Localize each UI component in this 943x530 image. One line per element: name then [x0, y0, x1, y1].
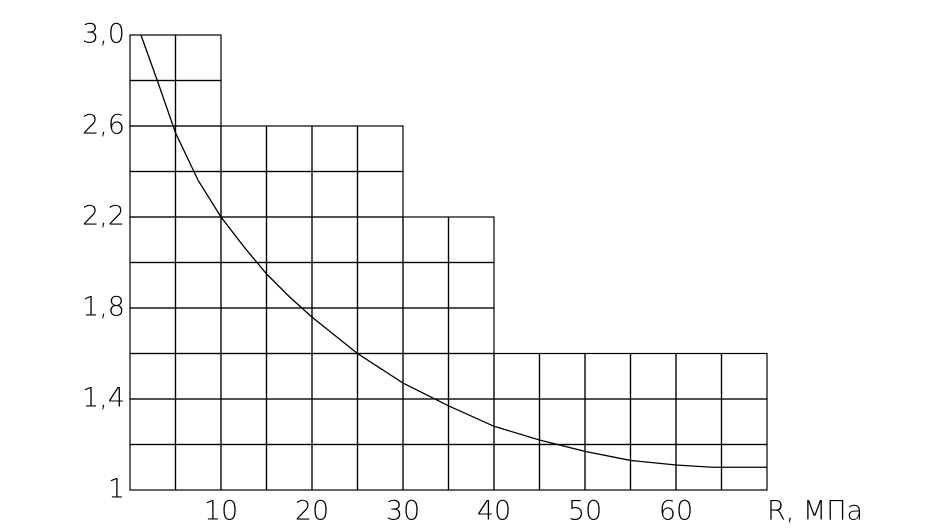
x-tick-label: 60 — [659, 496, 693, 527]
grid-cell — [447, 398, 495, 446]
grid-cell — [174, 352, 222, 400]
y-tick-label: 2,6 — [82, 110, 125, 141]
grid-cell — [720, 352, 768, 400]
grid-cell — [538, 443, 586, 491]
grid-cell — [356, 170, 404, 218]
grid-cell — [675, 398, 723, 446]
grid-cell — [402, 307, 450, 355]
grid-cell — [220, 216, 268, 264]
grid-cell — [447, 216, 495, 264]
grid-cell — [311, 307, 359, 355]
grid-cell — [584, 398, 632, 446]
grid-cell — [311, 125, 359, 173]
grid-cell — [447, 307, 495, 355]
grid-cell — [447, 443, 495, 491]
grid-cell — [174, 398, 222, 446]
grid-cell — [174, 216, 222, 264]
grid-cell — [311, 443, 359, 491]
grid-cell — [220, 443, 268, 491]
y-tick-label: 1,8 — [82, 292, 125, 323]
y-tick-label: 1 — [108, 474, 125, 505]
grid-cell — [402, 216, 450, 264]
grid-cell — [174, 170, 222, 218]
grid-cell — [356, 352, 404, 400]
grid-cell — [174, 34, 222, 82]
grid-cell — [356, 125, 404, 173]
grid-cell — [629, 352, 677, 400]
grid-cell — [493, 352, 541, 400]
grid-cell — [265, 398, 313, 446]
grid-cell — [356, 398, 404, 446]
grid-cell — [220, 170, 268, 218]
grid-cell — [356, 443, 404, 491]
grid-cell — [265, 125, 313, 173]
grid-cell — [447, 352, 495, 400]
x-tick-label: 10 — [204, 496, 238, 527]
curve — [140, 34, 767, 468]
grid-cell — [538, 398, 586, 446]
grid-cell — [220, 261, 268, 309]
grid-cell — [402, 398, 450, 446]
grid-cell — [538, 352, 586, 400]
grid-cell — [220, 307, 268, 355]
grid-cell — [129, 352, 177, 400]
grid-cell — [129, 307, 177, 355]
grid-cell — [265, 352, 313, 400]
grid-cell — [311, 216, 359, 264]
grid-cell — [447, 261, 495, 309]
grid-cell — [629, 443, 677, 491]
y-tick-label: 1,4 — [82, 383, 125, 414]
grid-cell — [311, 170, 359, 218]
x-tick-label: 30 — [386, 496, 420, 527]
x-tick-label: 50 — [568, 496, 602, 527]
grid-cell — [402, 443, 450, 491]
grid-cell — [356, 261, 404, 309]
grid-cell — [629, 398, 677, 446]
grid-cell — [129, 170, 177, 218]
grid-cell — [129, 443, 177, 491]
grid-cell — [402, 352, 450, 400]
grid-cell — [356, 216, 404, 264]
grid-cell — [174, 261, 222, 309]
grid-cell — [129, 398, 177, 446]
grid-cell — [584, 443, 632, 491]
grid-cell — [675, 352, 723, 400]
grid-cell — [265, 216, 313, 264]
x-tick-label: 20 — [295, 496, 329, 527]
grid-cell — [129, 34, 177, 82]
grid-cell — [174, 125, 222, 173]
grid-cell — [220, 125, 268, 173]
grid-cell — [129, 216, 177, 264]
grid-cell — [356, 307, 404, 355]
grid-cell — [311, 261, 359, 309]
grid-cell — [129, 79, 177, 127]
grid-cell — [493, 443, 541, 491]
grid-cell — [720, 398, 768, 446]
x-axis-label: R, МПа — [767, 496, 863, 527]
grid-cell — [584, 352, 632, 400]
grid-cell — [174, 443, 222, 491]
grid-cell — [311, 398, 359, 446]
x-tick-label: 40 — [477, 496, 511, 527]
grid-cell — [402, 261, 450, 309]
grid-cell — [220, 398, 268, 446]
grid-cell — [311, 352, 359, 400]
y-tick-label: 2,2 — [82, 201, 125, 232]
grid-cell — [265, 443, 313, 491]
grid-cell — [129, 125, 177, 173]
grid-cell — [129, 261, 177, 309]
y-tick-label: 3,0 — [82, 19, 125, 50]
grid-cell — [265, 261, 313, 309]
grid-cell — [265, 170, 313, 218]
grid-cell — [174, 79, 222, 127]
grid-cell — [174, 307, 222, 355]
grid-cell — [220, 352, 268, 400]
grid-cell — [265, 307, 313, 355]
